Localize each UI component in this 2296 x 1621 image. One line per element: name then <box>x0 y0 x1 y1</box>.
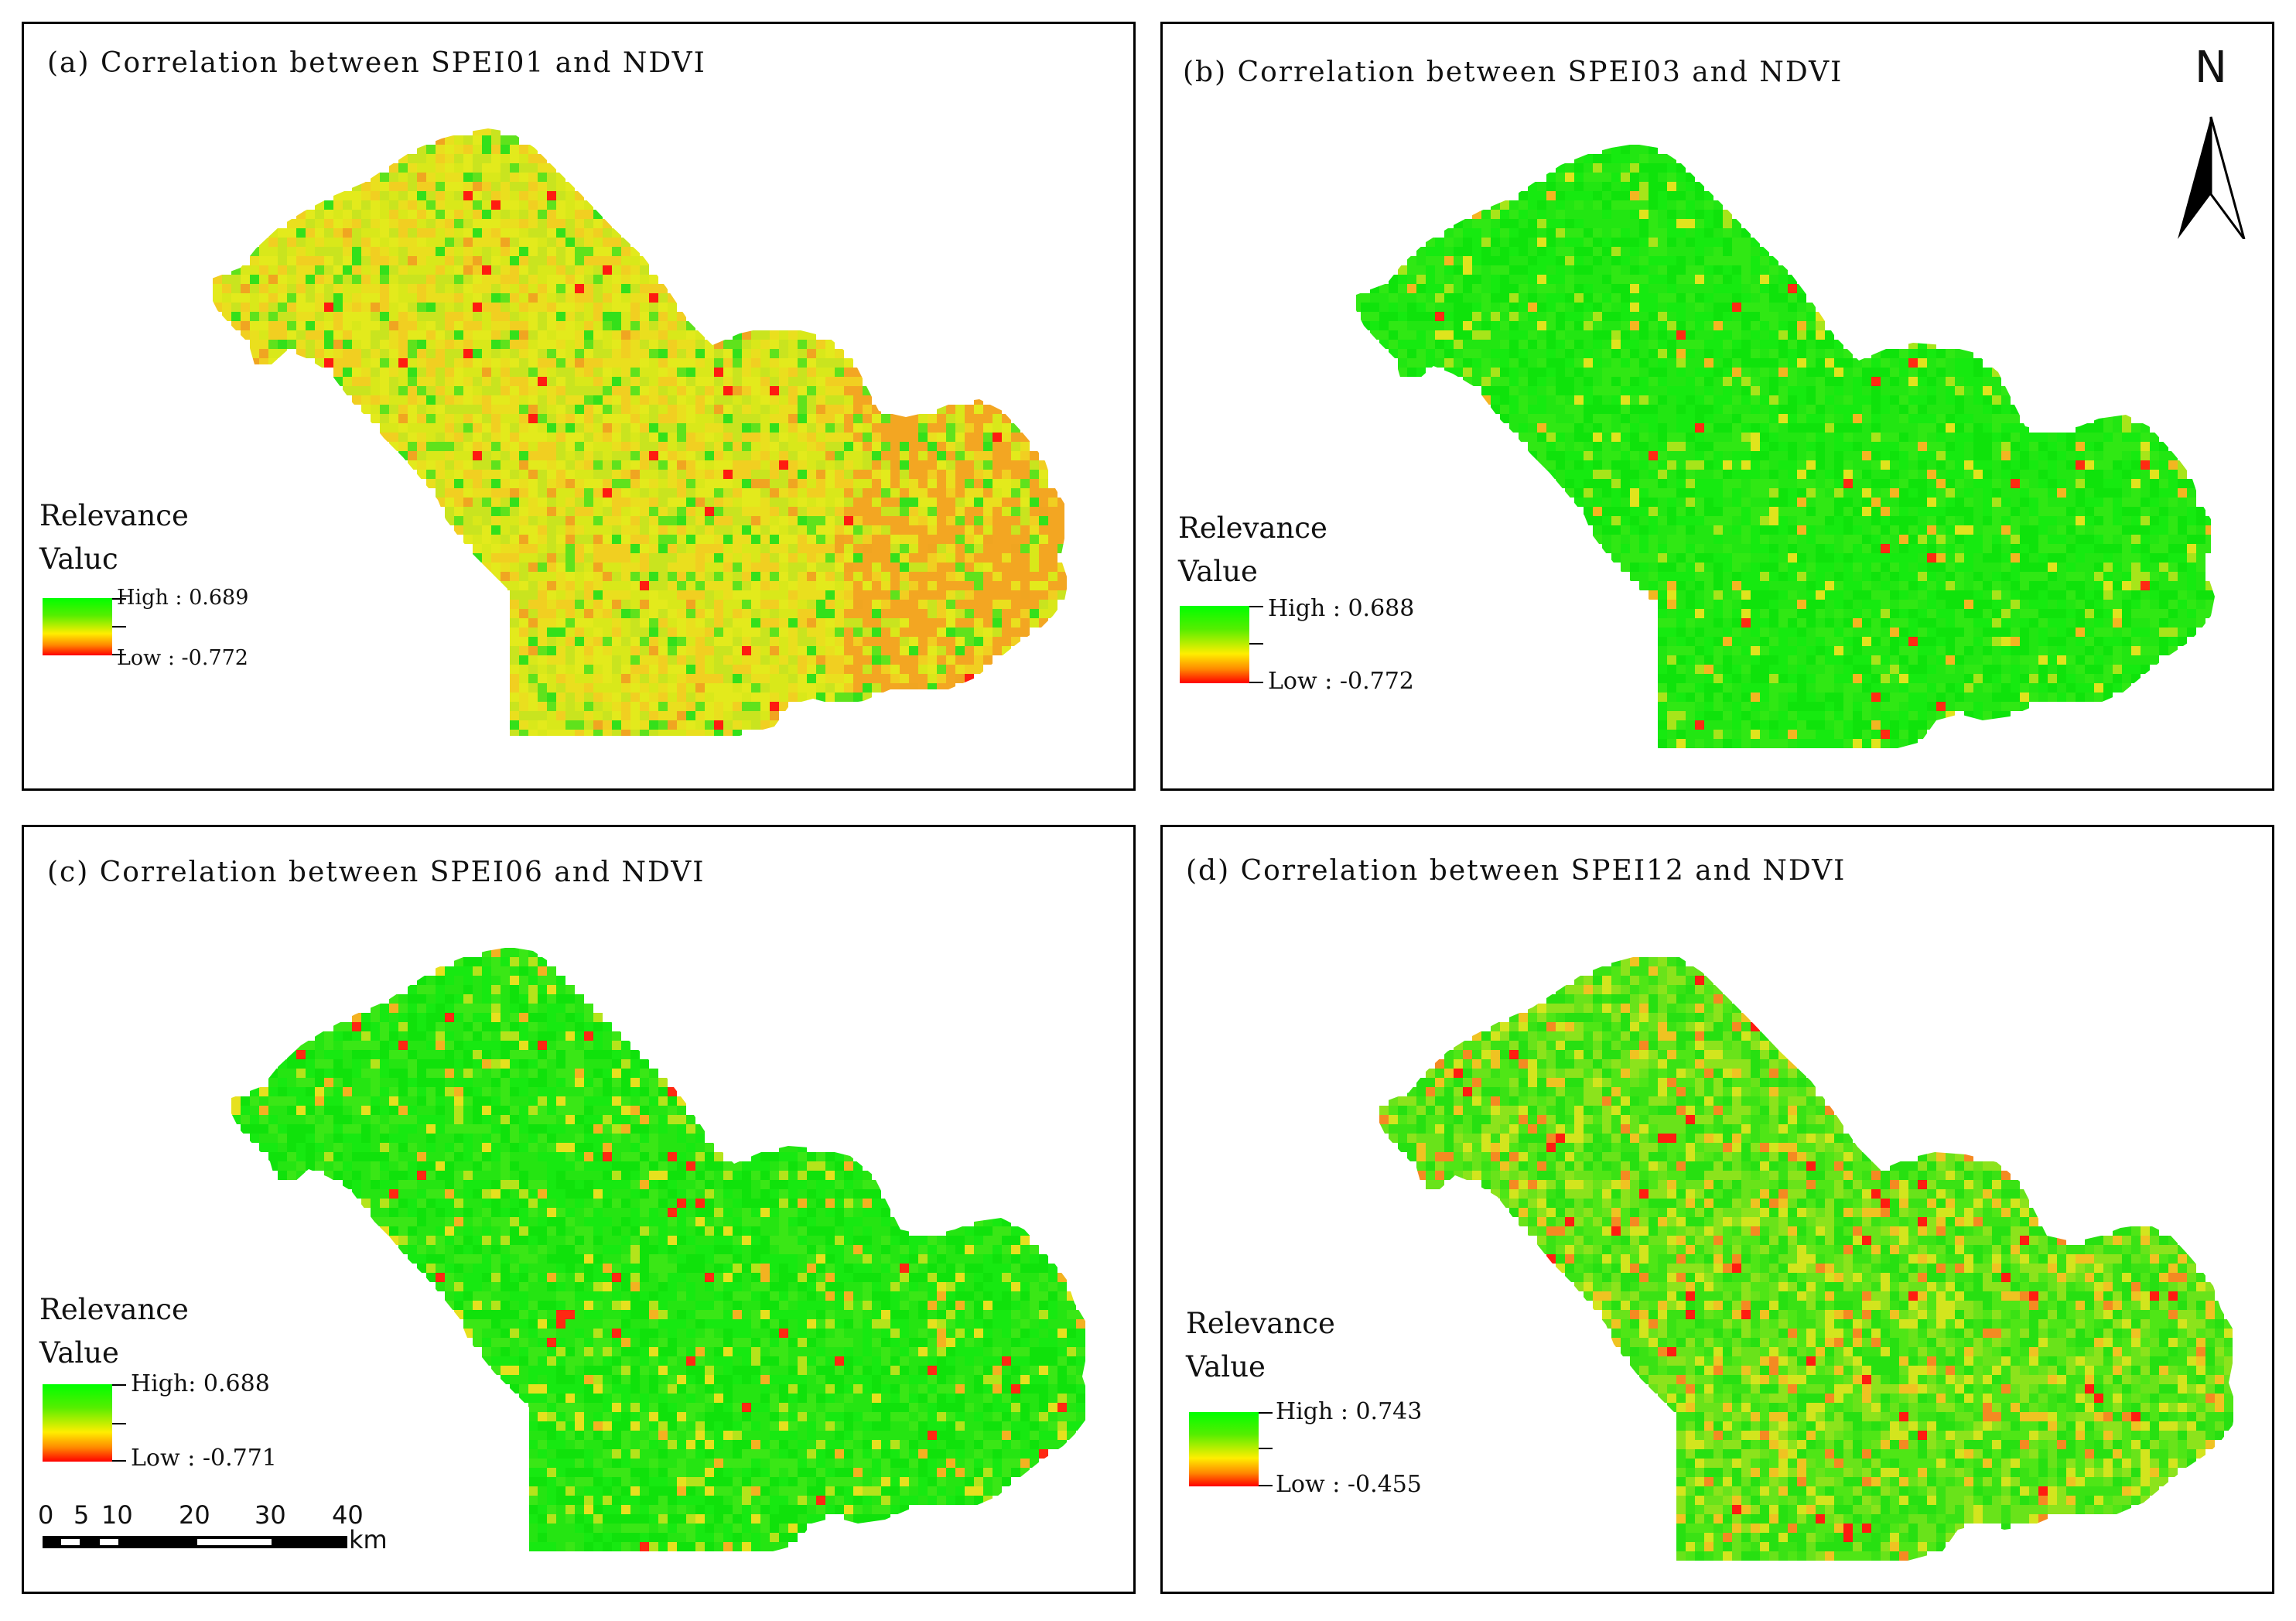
raster-cells <box>1379 957 2233 1561</box>
legend-color-ramp <box>1180 606 1249 683</box>
legend-title: Relevance Value <box>1178 507 1327 593</box>
legend-low-label: Low : -0.772 <box>1268 668 1414 695</box>
legend-title: Relevance Value <box>1186 1302 1335 1389</box>
map-panel-a: (a) Correlation between SPEI01 and NDVI … <box>22 22 1136 791</box>
map-panel-c: (c) Correlation between SPEI06 and NDVI … <box>22 825 1136 1594</box>
legend-tick <box>1249 682 1263 683</box>
legend-high-label: High: 0.688 <box>131 1370 270 1397</box>
legend-title-line1: Relevance <box>1178 511 1327 545</box>
legend-title-line2: Valuc <box>39 542 118 576</box>
legend-tick <box>1259 1412 1273 1414</box>
correlation-raster-map <box>213 128 1067 736</box>
legend-title-line1: Relevance <box>1186 1307 1335 1340</box>
correlation-raster-map <box>1379 957 2233 1561</box>
legend-color-ramp <box>43 598 112 655</box>
legend-title-line1: Relevance <box>39 499 189 532</box>
raster-cells <box>1356 145 2215 748</box>
correlation-raster-map <box>231 948 1085 1551</box>
legend-high-label: High : 0.689 <box>117 586 249 610</box>
legend-high-label: High : 0.743 <box>1276 1398 1423 1425</box>
scale-tick-label: 20 <box>179 1500 210 1530</box>
scale-tick-label: 40 <box>332 1500 364 1530</box>
north-arrow-icon <box>2178 116 2246 239</box>
legend-tick <box>1259 1448 1273 1449</box>
legend-low-label: Low : -0.772 <box>117 646 248 670</box>
raster-cells <box>231 948 1085 1551</box>
legend-tick <box>1249 606 1263 607</box>
scale-bar-graphic <box>43 1536 347 1548</box>
legend-tick <box>1249 643 1263 645</box>
legend-tick <box>112 598 126 600</box>
legend-high-label: High : 0.688 <box>1268 595 1415 622</box>
legend-title: Relevance Value <box>39 1288 189 1375</box>
legend-tick <box>1259 1485 1273 1486</box>
legend-tick <box>112 654 126 655</box>
legend-low-label: Low : -0.455 <box>1276 1471 1422 1498</box>
legend-tick <box>112 1423 126 1424</box>
legend-title-line2: Value <box>1186 1350 1266 1383</box>
scale-bar: 0 5 10 20 30 40 km <box>38 1500 414 1562</box>
legend-color-ramp <box>1189 1412 1259 1486</box>
legend-title: Relevance Valuc <box>39 494 189 581</box>
north-arrow: N <box>2168 43 2253 239</box>
scale-tick-label: 30 <box>255 1500 286 1530</box>
legend-color-ramp <box>43 1384 112 1462</box>
legend-title-line1: Relevance <box>39 1293 189 1326</box>
scale-tick-label: 10 <box>101 1500 133 1530</box>
legend-title-line2: Value <box>1178 555 1258 588</box>
correlation-raster-map <box>1356 145 2215 748</box>
scale-unit-label: km <box>349 1525 388 1554</box>
legend-tick <box>112 626 126 628</box>
raster-cells <box>213 128 1067 736</box>
legend-title-line2: Value <box>39 1336 119 1370</box>
legend-tick <box>112 1384 126 1386</box>
panel-title: (a) Correlation between SPEI01 and NDVI <box>47 47 706 79</box>
panel-title: (c) Correlation between SPEI06 and NDVI <box>47 857 706 888</box>
legend-tick <box>112 1460 126 1462</box>
map-panel-d: (d) Correlation between SPEI12 and NDVI … <box>1160 825 2274 1594</box>
panel-title: (d) Correlation between SPEI12 and NDVI <box>1186 855 1847 887</box>
legend-low-label: Low : -0.771 <box>131 1445 277 1472</box>
scale-tick-label: 5 <box>73 1500 90 1530</box>
map-panel-b: (b) Correlation between SPEI03 and NDVI … <box>1160 22 2274 791</box>
scale-tick-label: 0 <box>38 1500 54 1530</box>
north-arrow-letter: N <box>2195 43 2227 93</box>
panel-title: (b) Correlation between SPEI03 and NDVI <box>1183 56 1843 88</box>
